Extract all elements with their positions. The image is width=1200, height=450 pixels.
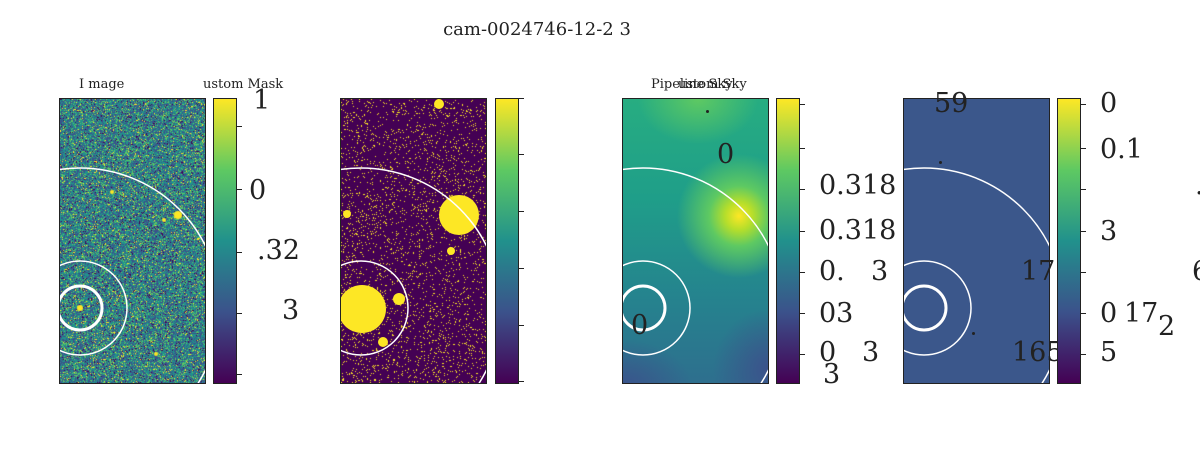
sky-colorbar [776,98,800,384]
cb1-tick: 1 [253,85,271,116]
cb4-tick: 0.1 [1100,134,1143,165]
cb3-tick: 0.318 [819,170,897,201]
cb4-tick: 3 [1100,216,1118,247]
cb1-tick: 0 [249,175,267,206]
stray-label: 6 [1192,258,1200,285]
cb1-tick: .32 [257,235,300,266]
panel3-subtitle-overlap: ustom Sky [678,77,747,92]
panel1-subtitle: I mage [79,77,125,92]
stray-label: 17 [1021,256,1056,287]
image-heatmap [60,99,205,383]
mask-blobs [341,99,486,383]
cb4-tick: 5 [1100,337,1118,368]
cb1-tick: 3 [282,295,300,326]
custom-sky-panel [903,98,1050,384]
stray-label: 165 [1012,337,1064,368]
custom-sky-colorbar [1057,98,1081,384]
stray-label: 59 [934,88,969,119]
image-panel [59,98,206,384]
cb4-tick: 0 [1100,88,1118,119]
aperture-circles [60,167,205,383]
image-colorbar [213,98,237,384]
stray-label: . [1195,172,1200,199]
aperture-circles [904,167,1049,383]
mask-colorbar [495,98,519,384]
cb3-tick: 0.318 [819,215,897,246]
mask-heatmap [341,99,486,383]
cb3-tick: 0. [819,256,845,287]
stray-label: 0 [631,310,649,341]
panel3-subtitle: Pipeline Sky [651,77,733,92]
stray-label: 2 [1158,311,1176,342]
panel2-subtitle: ustom Mask [203,77,284,92]
stray-label: 3 [871,256,889,287]
aperture-circles [623,167,768,383]
pipeline-sky-panel [622,98,769,384]
cb3-tick: 03 [819,298,854,329]
cb3-tick: 3 [823,359,841,390]
cb3-tick: 0 [819,337,837,368]
stray-label: 0 [717,139,735,170]
mask-panel [340,98,487,384]
figure-title: cam-0024746-12-2 3 [443,19,631,40]
cb4-tick: 0 [1100,298,1118,329]
stray-label: 17 [1124,298,1159,329]
stray-label: 3 [862,337,880,368]
